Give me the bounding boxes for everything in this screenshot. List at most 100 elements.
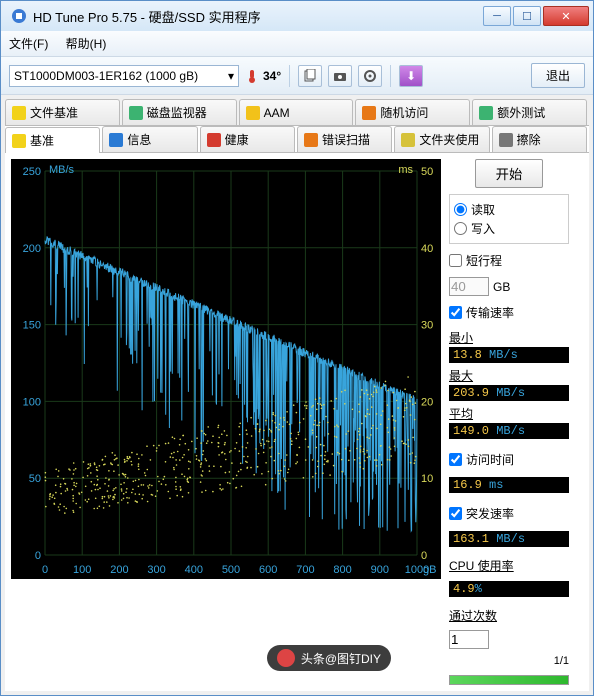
save-button[interactable]: ⬇ (399, 65, 423, 87)
tab-磁盘监视器[interactable]: 磁盘监视器 (122, 99, 237, 125)
access-time-check[interactable]: 访问时间 (449, 451, 569, 468)
maximize-button[interactable]: ☐ (513, 6, 541, 26)
tab-icon (362, 106, 376, 120)
tab-信息[interactable]: 信息 (102, 126, 197, 152)
svg-text:40: 40 (421, 243, 433, 255)
tabs-bottom-row: 基准信息健康错误扫描文件夹使用擦除 (5, 126, 589, 153)
svg-text:0: 0 (421, 550, 427, 562)
burst-rate-check[interactable]: 突发速率 (449, 505, 569, 522)
svg-text:250: 250 (23, 166, 41, 178)
temperature: 34° (245, 69, 281, 83)
exit-button[interactable]: 退出 (531, 63, 585, 88)
svg-text:30: 30 (421, 320, 433, 332)
tabs-top-row: 文件基准磁盘监视器AAM随机访问额外测试 (5, 99, 589, 126)
max-value: 203.9 MB/s (449, 385, 569, 401)
settings-button[interactable] (358, 65, 382, 87)
pass-label: 通过次数 (449, 607, 569, 624)
svg-text:100: 100 (73, 564, 91, 576)
svg-text:500: 500 (222, 564, 240, 576)
tab-随机访问[interactable]: 随机访问 (355, 99, 470, 125)
start-button[interactable]: 开始 (475, 159, 544, 188)
temp-value: 34° (263, 69, 281, 83)
pass-input[interactable] (449, 630, 489, 649)
benchmark-chart: 0501001502002500102030405001002003004005… (11, 159, 441, 579)
close-button[interactable]: ✕ (543, 6, 589, 26)
write-radio[interactable]: 写入 (454, 220, 564, 237)
tab-icon (207, 133, 221, 147)
avg-value: 149.0 MB/s (449, 423, 569, 439)
toolbar: ST1000DM003-1ER162 (1000 gB) ▾ 34° ⬇ 退出 (1, 57, 593, 95)
tab-擦除[interactable]: 擦除 (492, 126, 587, 152)
tab-icon (304, 133, 318, 147)
minimize-button[interactable]: ─ (483, 6, 511, 26)
copy-icon (303, 69, 317, 83)
svg-text:900: 900 (371, 564, 389, 576)
tab-额外测试[interactable]: 额外测试 (472, 99, 587, 125)
svg-text:gB: gB (423, 564, 436, 576)
read-radio[interactable]: 读取 (454, 201, 564, 218)
short-stroke-value: GB (449, 277, 569, 296)
tab-icon (401, 133, 415, 147)
gear-icon (363, 69, 377, 83)
svg-text:200: 200 (110, 564, 128, 576)
svg-text:300: 300 (147, 564, 165, 576)
burst-value: 163.1 MB/s (449, 531, 569, 547)
menu-bar: 文件(F) 帮助(H) (1, 31, 593, 57)
tab-icon (12, 134, 26, 148)
max-label: 最大 (449, 367, 569, 384)
tab-基准[interactable]: 基准 (5, 127, 100, 153)
copy-button[interactable] (298, 65, 322, 87)
svg-text:0: 0 (42, 564, 48, 576)
svg-text:700: 700 (296, 564, 314, 576)
avg-label: 平均 (449, 405, 569, 422)
chevron-down-icon: ▾ (228, 69, 234, 83)
tab-icon (246, 106, 260, 120)
cpu-value: 4.9% (449, 581, 569, 597)
chart-container: 0501001502002500102030405001002003004005… (11, 159, 441, 685)
pass-fraction: 1/1 (449, 655, 569, 667)
access-value: 16.9 ms (449, 477, 569, 493)
device-value: ST1000DM003-1ER162 (1000 gB) (14, 69, 198, 83)
svg-text:0: 0 (35, 550, 41, 562)
mode-group: 读取 写入 (449, 194, 569, 244)
svg-text:400: 400 (185, 564, 203, 576)
svg-text:600: 600 (259, 564, 277, 576)
pass-progress (449, 675, 569, 685)
short-stroke-input[interactable] (449, 277, 489, 296)
tab-文件基准[interactable]: 文件基准 (5, 99, 120, 125)
tab-错误扫描[interactable]: 错误扫描 (297, 126, 392, 152)
tab-icon (499, 133, 513, 147)
svg-text:800: 800 (333, 564, 351, 576)
window-title: HD Tune Pro 5.75 - 硬盘/SSD 实用程序 (33, 7, 483, 26)
menu-file[interactable]: 文件(F) (9, 37, 48, 51)
camera-icon (333, 69, 347, 83)
svg-text:50: 50 (29, 473, 41, 485)
min-label: 最小 (449, 329, 569, 346)
device-select[interactable]: ST1000DM003-1ER162 (1000 gB) ▾ (9, 65, 239, 87)
tab-健康[interactable]: 健康 (200, 126, 295, 152)
screenshot-button[interactable] (328, 65, 352, 87)
tab-icon (129, 106, 143, 120)
watermark: 头条@图钉DIY (267, 645, 391, 671)
tab-文件夹使用[interactable]: 文件夹使用 (394, 126, 489, 152)
title-bar: HD Tune Pro 5.75 - 硬盘/SSD 实用程序 ─ ☐ ✕ (1, 1, 593, 31)
cpu-label: CPU 使用率 (449, 557, 569, 574)
app-icon (11, 8, 27, 24)
tab-AAM[interactable]: AAM (239, 99, 354, 125)
min-value: 13.8 MB/s (449, 347, 569, 363)
svg-text:200: 200 (23, 243, 41, 255)
svg-text:20: 20 (421, 396, 433, 408)
svg-text:ms: ms (398, 164, 413, 176)
down-arrow-icon: ⬇ (406, 69, 416, 83)
svg-text:MB/s: MB/s (49, 164, 75, 176)
transfer-rate-check[interactable]: 传输速率 (449, 304, 569, 321)
side-panel: 开始 读取 写入 短行程 GB 传输速率 最小 13.8 MB/s 最大 203… (449, 159, 569, 685)
svg-text:100: 100 (23, 396, 41, 408)
short-stroke-check[interactable]: 短行程 (449, 252, 569, 269)
menu-help[interactable]: 帮助(H) (66, 37, 107, 51)
svg-text:150: 150 (23, 320, 41, 332)
svg-text:10: 10 (421, 473, 433, 485)
svg-text:50: 50 (421, 166, 433, 178)
tab-icon (109, 133, 123, 147)
tab-icon (12, 106, 26, 120)
